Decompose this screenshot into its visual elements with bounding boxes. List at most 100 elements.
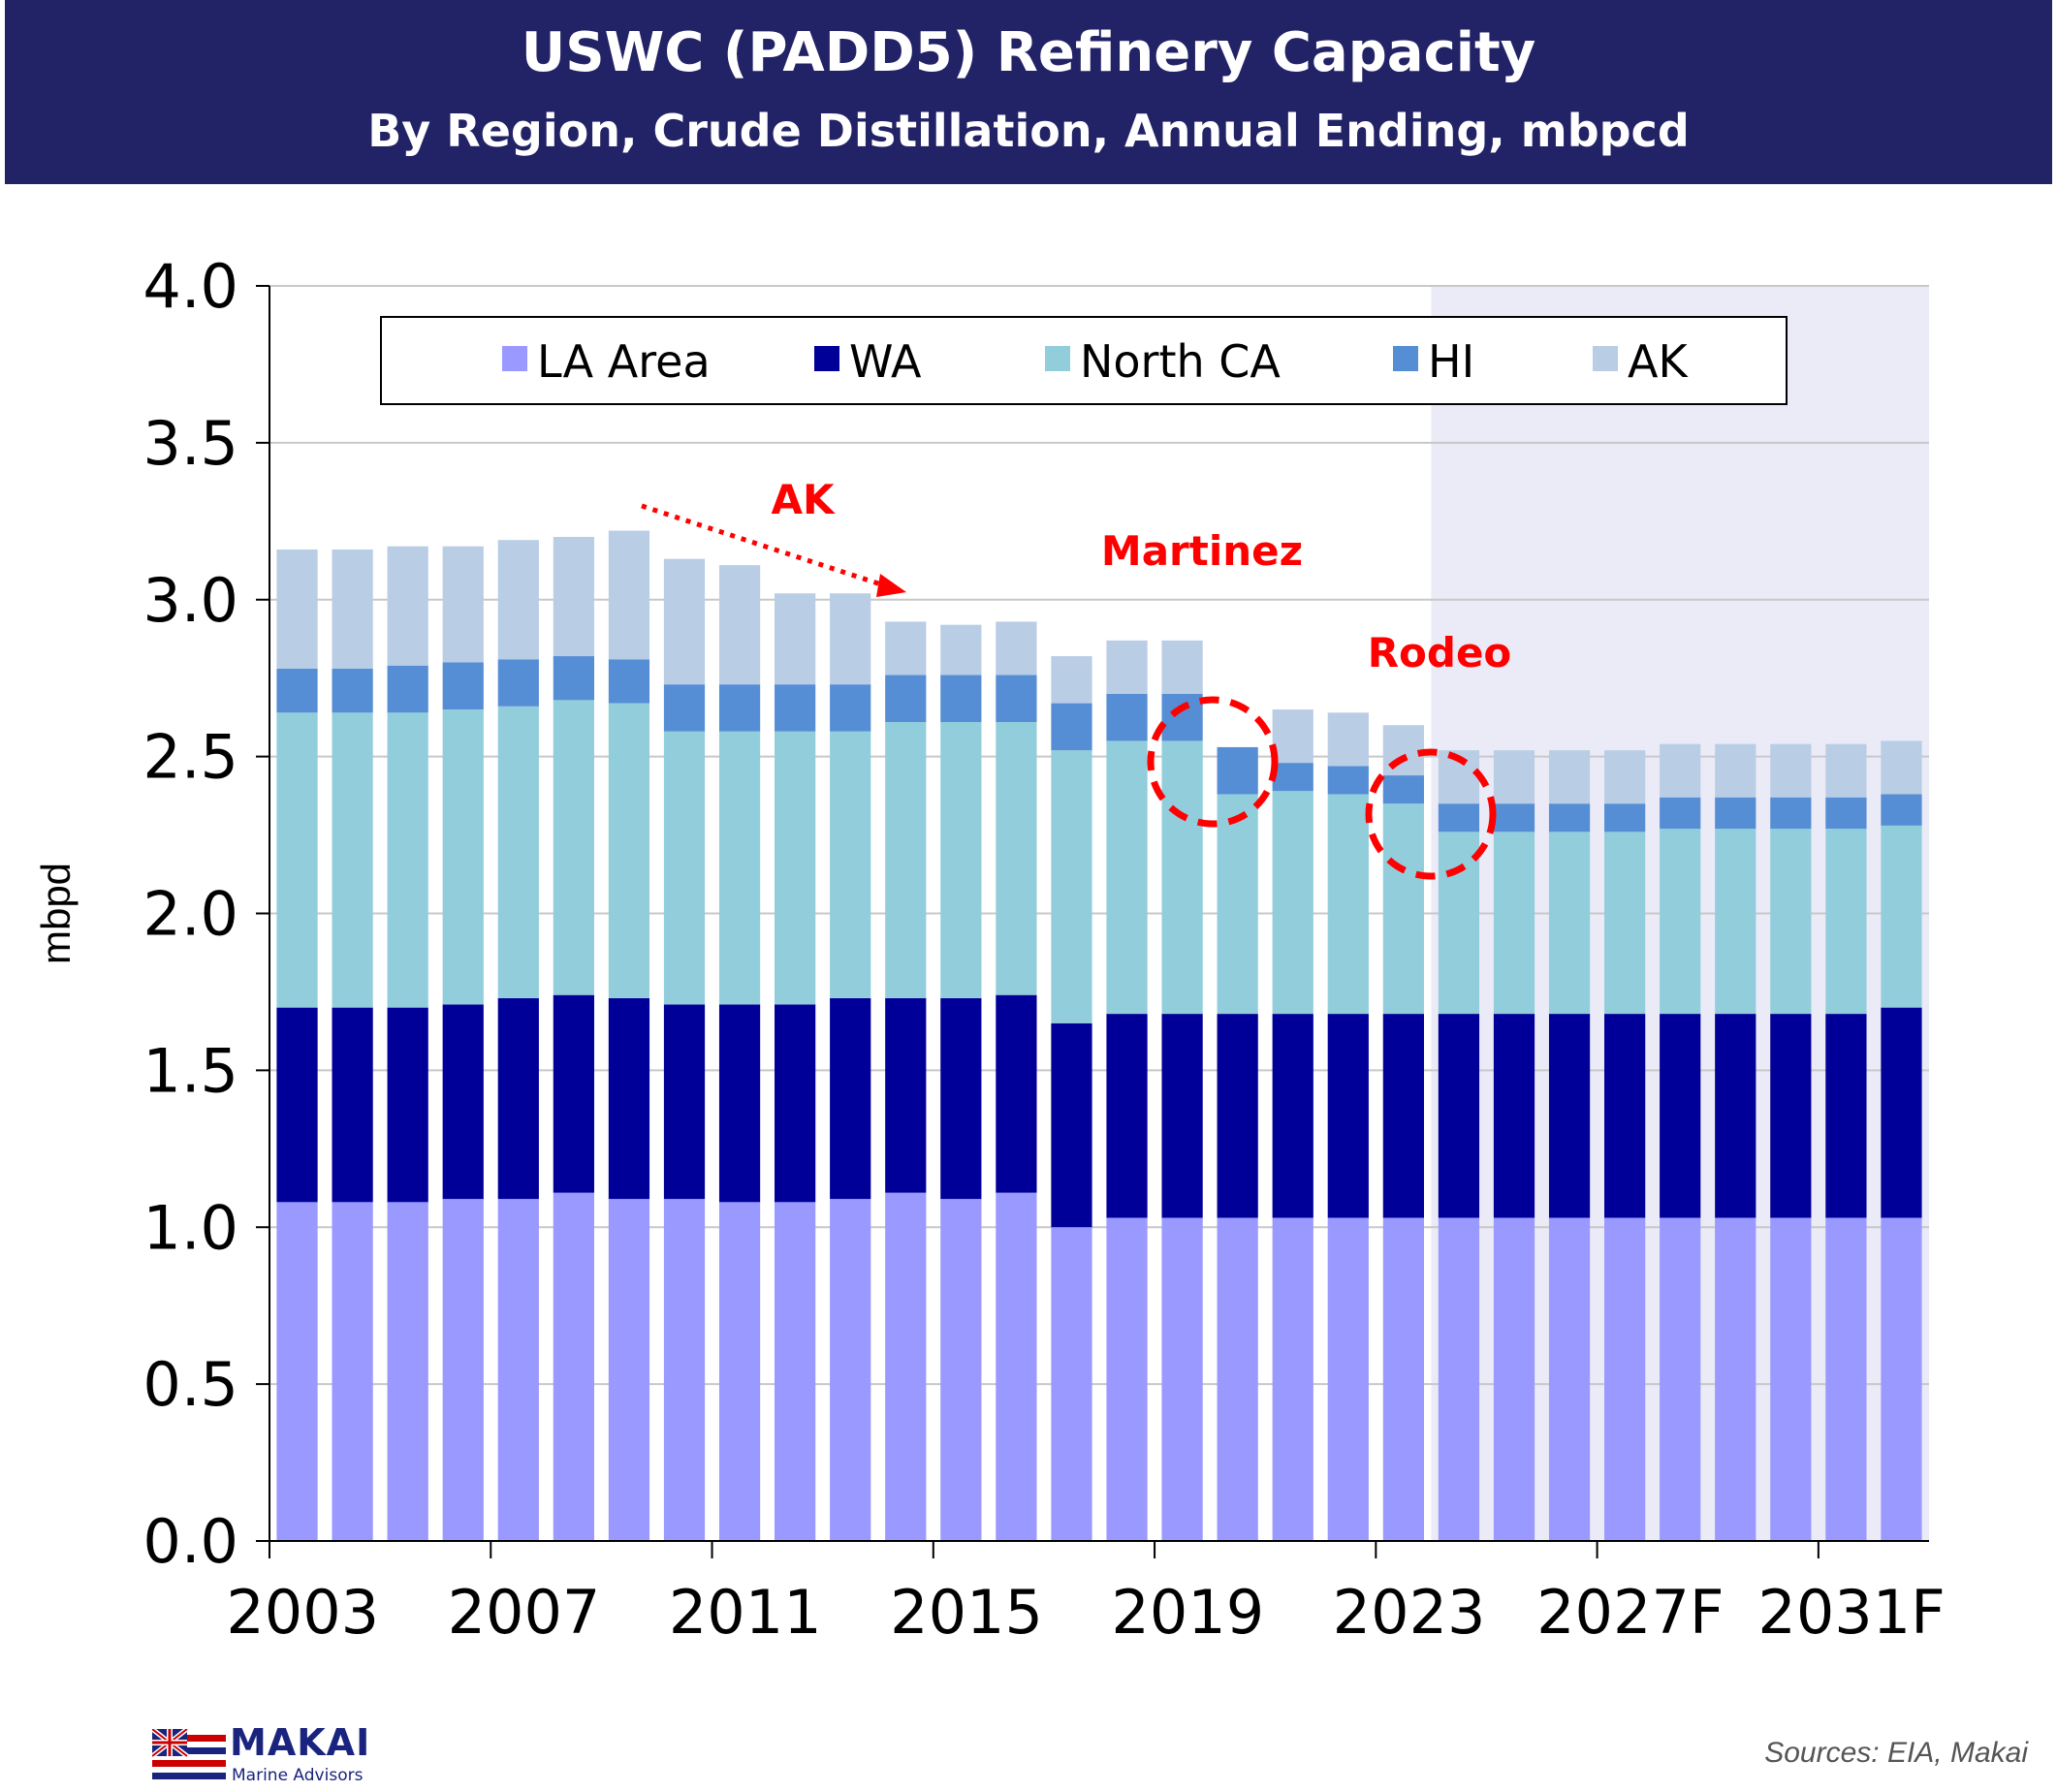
bar-wa-2011 (718, 1004, 761, 1203)
bar-la-area-2012 (775, 1202, 816, 1541)
bar-north-ca-2020 (1217, 794, 1258, 1015)
bar-ak-2029f (1715, 743, 1756, 798)
bar-north-ca-2028f (1660, 829, 1701, 1015)
bar-ak-2026f (1548, 750, 1591, 804)
bar-ak-2027f (1604, 750, 1646, 804)
bar-north-ca-2011 (718, 731, 761, 1005)
bar-north-ca-2029f (1715, 829, 1756, 1015)
bar-north-ca-2005 (387, 712, 428, 1008)
bar-wa-2008 (553, 994, 594, 1193)
bar-hi-2016 (996, 675, 1037, 723)
bar-la-area-2020 (1217, 1217, 1258, 1541)
x-tick-label: 2003 (226, 1577, 379, 1648)
bar-la-area-2003 (276, 1202, 318, 1541)
bar-wa-2026f (1548, 1014, 1591, 1218)
bar-la-area-2013 (830, 1199, 871, 1541)
bar-hi-2014 (885, 675, 927, 723)
bar-hi-2012 (775, 684, 816, 732)
bar-hi-2031f (1825, 797, 1867, 830)
title-banner: USWC (PADD5) Refinery Capacity By Region… (5, 0, 2052, 184)
bar-north-ca-2027f (1604, 832, 1646, 1015)
bar-north-ca-2014 (885, 722, 927, 998)
bar-la-area-2027f (1604, 1217, 1646, 1541)
bar-ak-2032f (1881, 740, 1922, 795)
bar-north-ca-2008 (553, 700, 594, 995)
bar-hi-2026f (1548, 803, 1591, 833)
logo-name: MAKAI (230, 1721, 371, 1764)
y-tick-label: 2.0 (142, 879, 238, 950)
bar-north-ca-2007 (497, 706, 539, 998)
x-tick-label: 2007 (448, 1577, 601, 1648)
bar-ak-2006 (442, 546, 484, 663)
bar-la-area-2016 (996, 1192, 1037, 1541)
bar-north-ca-2024f (1438, 832, 1480, 1015)
chart-title: USWC (PADD5) Refinery Capacity (521, 21, 1536, 84)
bar-wa-2025f (1493, 1014, 1535, 1218)
x-tick-label: 2031F (1757, 1577, 1945, 1648)
bar-north-ca-2018 (1106, 740, 1148, 1015)
bar-wa-2024f (1438, 1014, 1480, 1218)
bar-north-ca-2031f (1825, 829, 1867, 1015)
y-tick-label: 1.0 (142, 1192, 238, 1263)
bar-wa-2030f (1770, 1014, 1812, 1218)
bar-ak-2016 (996, 621, 1037, 676)
bar-north-ca-2026f (1548, 832, 1591, 1015)
makai-logo: MAKAI Marine Advisors (150, 1721, 369, 1788)
bar-ak-2031f (1825, 743, 1867, 798)
bar-wa-2006 (442, 1004, 484, 1200)
legend (380, 316, 1788, 405)
legend-label: North CA (1080, 335, 1281, 388)
bar-hi-2028f (1660, 797, 1701, 830)
bar-hi-2020 (1217, 746, 1258, 795)
bar-wa-2028f (1660, 1014, 1701, 1218)
bar-north-ca-2003 (276, 712, 318, 1008)
bar-la-area-2018 (1106, 1217, 1148, 1541)
bar-la-area-2032f (1881, 1217, 1922, 1541)
bar-hi-2024f (1438, 803, 1480, 833)
bar-ak-2018 (1106, 640, 1148, 694)
x-tick-label: 2023 (1333, 1577, 1486, 1648)
bar-la-area-2015 (940, 1199, 982, 1541)
bar-hi-2027f (1604, 803, 1646, 833)
bar-la-area-2022 (1327, 1217, 1369, 1541)
bar-ak-2015 (940, 624, 982, 676)
bar-hi-2029f (1715, 797, 1756, 830)
bar-la-area-2007 (497, 1199, 539, 1541)
bar-la-area-2010 (663, 1199, 706, 1541)
bar-ak-2008 (553, 537, 594, 657)
bar-hi-2023 (1382, 775, 1424, 804)
legend-label: LA Area (537, 335, 711, 388)
annotation-martinez: Martinez (1101, 527, 1303, 575)
bar-wa-2009 (608, 997, 650, 1200)
bar-wa-2007 (497, 997, 539, 1200)
rodeo-highlight-circle (1365, 748, 1497, 880)
y-tick-label: 0.0 (142, 1506, 238, 1577)
arrowhead-icon (876, 574, 906, 597)
bar-ak-2014 (885, 621, 927, 676)
bar-la-area-2024f (1438, 1217, 1480, 1541)
bar-hi-2011 (718, 684, 761, 732)
bar-la-area-2017 (1051, 1227, 1092, 1541)
legend-swatch-ak (1593, 346, 1618, 371)
bar-la-area-2008 (553, 1192, 594, 1541)
y-tick-label: 3.5 (142, 408, 238, 479)
bar-north-ca-2010 (663, 731, 706, 1005)
bar-wa-2020 (1217, 1014, 1258, 1218)
ak-trend-arrow (641, 503, 888, 589)
legend-label: AK (1628, 335, 1689, 388)
bar-hi-2013 (830, 684, 871, 732)
source-note: Sources: EIA, Makai (1764, 1737, 2028, 1769)
bar-north-ca-2017 (1051, 750, 1092, 1023)
bar-ak-2009 (608, 530, 650, 660)
x-tick-label: 2015 (890, 1577, 1043, 1648)
logo-subtitle: Marine Advisors (232, 1766, 364, 1785)
legend-swatch-hi (1393, 346, 1418, 371)
bar-la-area-2009 (608, 1199, 650, 1541)
bar-ak-2007 (497, 540, 539, 660)
bar-ak-2021 (1272, 709, 1313, 764)
bar-hi-2003 (276, 668, 318, 713)
bar-north-ca-2019 (1161, 740, 1203, 1015)
bar-north-ca-2012 (775, 731, 816, 1005)
bar-north-ca-2013 (830, 731, 871, 998)
bar-hi-2021 (1272, 763, 1313, 792)
